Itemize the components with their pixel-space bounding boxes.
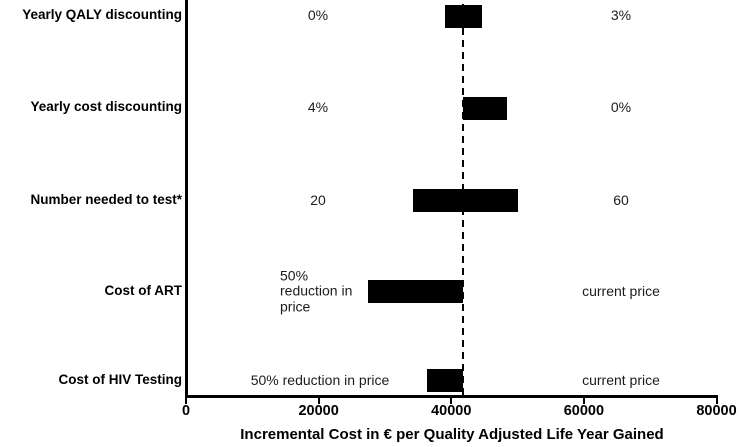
low-value-label: 50% reduction in price bbox=[280, 266, 353, 315]
x-tick bbox=[317, 398, 320, 404]
sensitivity-bar bbox=[367, 280, 463, 303]
low-value-label: 20 bbox=[310, 191, 326, 208]
high-value-label: 60 bbox=[613, 191, 629, 208]
x-axis-line bbox=[185, 395, 718, 398]
low-value-label: 4% bbox=[307, 99, 329, 116]
category-label: Cost of HIV Testing bbox=[58, 371, 183, 387]
sensitivity-bar bbox=[445, 4, 482, 28]
category-label: Yearly cost discounting bbox=[30, 99, 182, 114]
sensitivity-bar bbox=[412, 189, 518, 212]
x-tick bbox=[715, 398, 718, 404]
sensitivity-bar bbox=[427, 369, 463, 392]
x-tick bbox=[582, 398, 585, 404]
category-label: Number needed to test* bbox=[30, 191, 182, 207]
high-value-label: current price bbox=[582, 371, 660, 388]
x-tick-label: 40000 bbox=[431, 403, 472, 419]
y-axis-line bbox=[185, 0, 188, 398]
x-tick bbox=[185, 398, 187, 404]
low-value-label: 0% bbox=[307, 7, 329, 24]
high-value-label: 0% bbox=[610, 99, 632, 116]
x-tick-label: 80000 bbox=[696, 403, 737, 419]
x-tick-label: 0 bbox=[181, 403, 191, 419]
sensitivity-bar bbox=[462, 96, 507, 120]
x-tick bbox=[450, 398, 453, 404]
high-value-label: current price bbox=[582, 282, 660, 299]
x-tick-label: 60000 bbox=[563, 403, 605, 419]
low-value-label: 50% reduction in price bbox=[250, 371, 390, 388]
x-axis-title: Incremental Cost in € per Quality Adjust… bbox=[240, 426, 664, 443]
category-label: Cost of ART bbox=[104, 282, 183, 298]
x-tick-label: 20000 bbox=[298, 403, 339, 419]
high-value-label: 3% bbox=[610, 7, 632, 24]
category-label: Yearly QALY discounting bbox=[22, 7, 182, 22]
